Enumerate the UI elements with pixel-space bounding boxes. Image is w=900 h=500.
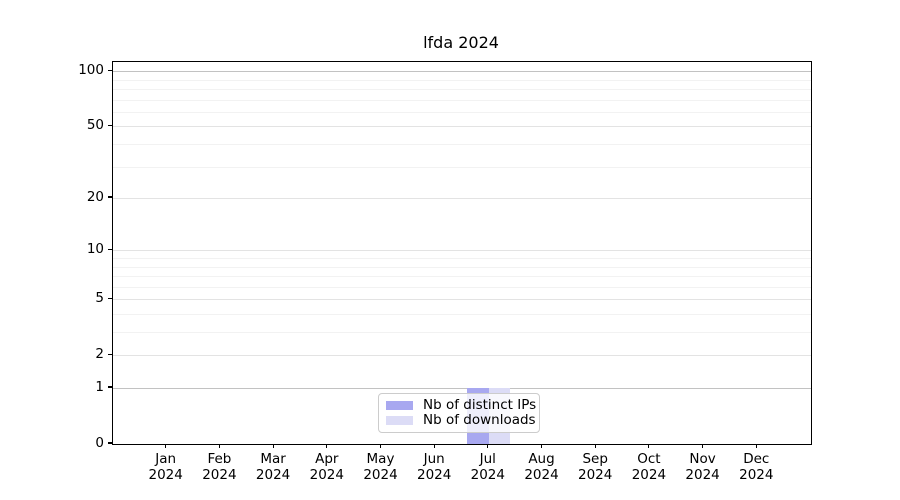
y-tick-label: 20 xyxy=(86,189,104,205)
x-tick-mark xyxy=(540,444,543,448)
x-tick-mark xyxy=(433,444,435,448)
x-tick-label: Oct 2024 xyxy=(631,451,667,483)
gridline-minor xyxy=(113,332,811,333)
x-tick-label: May 2024 xyxy=(363,451,398,483)
plot-area xyxy=(112,61,812,445)
x-tick-mark xyxy=(487,444,489,448)
gridline-minor xyxy=(113,111,811,113)
x-tick-mark xyxy=(379,444,382,448)
legend: Nb of distinct IPs Nb of downloads xyxy=(378,393,540,433)
gridline-minor xyxy=(113,88,811,90)
y-tick-label: 100 xyxy=(78,62,104,79)
y-tick-mark xyxy=(108,442,112,444)
gridline-major xyxy=(113,250,811,252)
x-tick-label: Aug 2024 xyxy=(524,451,559,483)
x-tick-mark xyxy=(702,444,704,448)
y-tick-label: 50 xyxy=(86,117,104,134)
x-tick-mark xyxy=(648,444,650,448)
y-tick-mark xyxy=(108,196,112,198)
gridline-major xyxy=(113,198,811,199)
x-tick-label: Jan 2024 xyxy=(148,451,183,483)
gridline-minor xyxy=(113,286,811,288)
gridline-minor xyxy=(113,99,811,101)
gridline-minor xyxy=(113,166,811,168)
y-tick-label: 5 xyxy=(95,290,104,307)
y-tick-label: 0 xyxy=(95,435,104,451)
x-tick-mark xyxy=(165,444,167,448)
gridline-major xyxy=(113,355,811,357)
gridline-major xyxy=(113,71,811,73)
x-tick-mark xyxy=(594,444,596,448)
legend-label: Nb of downloads xyxy=(423,412,536,428)
x-tick-label: Sep 2024 xyxy=(578,451,613,483)
x-tick-mark xyxy=(755,444,757,448)
y-tick-mark xyxy=(108,297,112,299)
legend-swatch-nb-of-distinct-ips xyxy=(386,401,413,410)
y-tick-mark xyxy=(108,386,112,388)
gridline-minor xyxy=(113,276,811,277)
x-tick-label: Jul 2024 xyxy=(470,451,505,483)
gridline-major xyxy=(113,299,811,301)
gridline-minor xyxy=(113,266,811,268)
x-tick-mark xyxy=(326,444,328,448)
gridline-minor xyxy=(113,79,811,81)
x-tick-label: Jun 2024 xyxy=(417,451,452,483)
chart-title: lfda 2024 xyxy=(423,33,499,52)
y-tick-label: 1 xyxy=(95,379,104,395)
x-tick-label: Mar 2024 xyxy=(255,451,291,483)
gridline-major xyxy=(113,126,811,128)
gridline-major xyxy=(113,388,811,389)
y-tick-label: 10 xyxy=(86,241,104,258)
x-tick-mark xyxy=(272,444,274,448)
x-tick-label: Dec 2024 xyxy=(739,451,774,483)
legend-row: Nb of distinct IPs xyxy=(386,398,536,413)
x-tick-label: Apr 2024 xyxy=(309,451,344,483)
x-tick-label: Nov 2024 xyxy=(685,451,720,483)
legend-row: Nb of downloads xyxy=(386,413,536,428)
y-tick-mark xyxy=(108,69,112,71)
y-tick-mark xyxy=(108,124,112,126)
gridline-minor xyxy=(113,313,811,315)
y-tick-mark xyxy=(108,353,112,355)
x-tick-mark xyxy=(218,444,220,448)
legend-label: Nb of distinct IPs xyxy=(423,397,537,413)
gridline-minor xyxy=(113,143,811,145)
y-tick-mark xyxy=(108,248,112,250)
legend-swatch-nb-of-downloads xyxy=(386,416,413,425)
y-tick-label: 2 xyxy=(95,346,104,363)
gridline-minor xyxy=(113,257,811,259)
x-tick-label: Feb 2024 xyxy=(202,451,237,483)
